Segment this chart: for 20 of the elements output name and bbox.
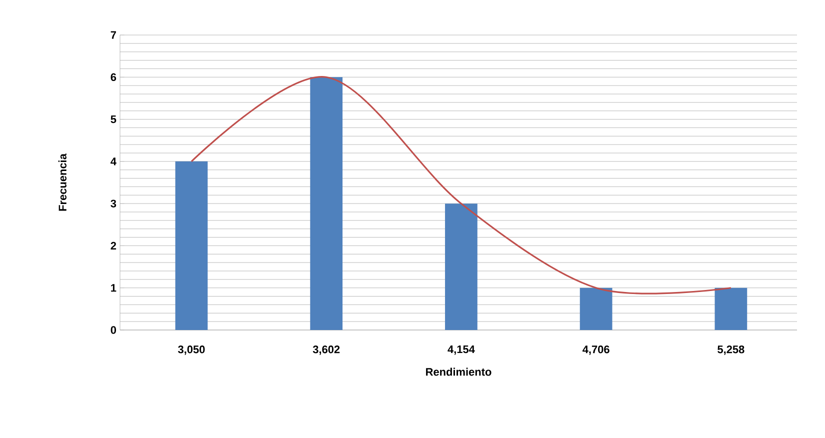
bar xyxy=(580,288,612,330)
y-tick-label: 0 xyxy=(110,326,116,334)
y-tick-label: 3 xyxy=(110,200,116,208)
y-tick-label: 6 xyxy=(110,73,116,82)
y-tick-label: 5 xyxy=(110,115,116,124)
y-tick-label: 4 xyxy=(110,158,116,166)
x-tick-label: 4,154 xyxy=(448,346,475,355)
y-axis-title: Frecuencia xyxy=(58,154,66,211)
x-tick-label: 4,706 xyxy=(582,346,610,355)
x-tick-label: 3,050 xyxy=(178,346,205,355)
x-axis-title: Rendimiento xyxy=(426,368,492,376)
bar xyxy=(714,288,748,330)
y-tick-label: 2 xyxy=(110,242,116,250)
y-tick-label: 7 xyxy=(110,31,116,39)
bar xyxy=(175,161,208,330)
bar xyxy=(445,204,478,330)
y-tick-label: 1 xyxy=(111,284,116,292)
x-tick-label: 5,258 xyxy=(718,346,744,355)
x-tick-label: 3,602 xyxy=(312,346,340,355)
bar xyxy=(310,77,343,330)
